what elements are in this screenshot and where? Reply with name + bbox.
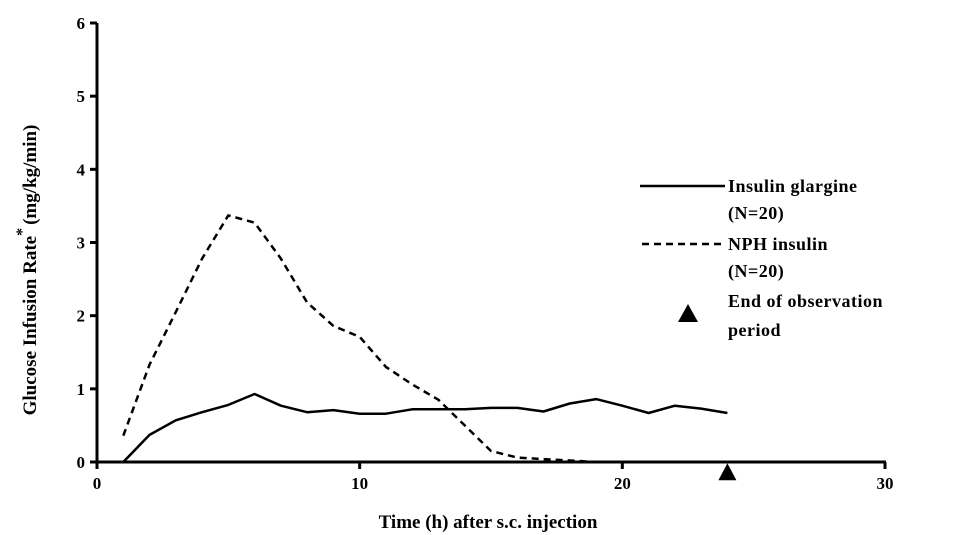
- marker-layer: [718, 463, 737, 481]
- x-tick-label: 30: [877, 474, 894, 493]
- y-axis-title: Glucose Infusion Rate*(mg/kg/min): [14, 125, 41, 416]
- series-line-insulin-glargine: [122, 392, 728, 463]
- x-axis-title: Time (h) after s.c. injection: [379, 512, 598, 533]
- y-tick-label: 0: [77, 453, 86, 472]
- legend: Insulin glargine (N=20) NPH insulin (N=2…: [640, 176, 883, 340]
- x-tick-label: 20: [614, 474, 631, 493]
- legend-label-nph-insulin: NPH insulin: [728, 234, 828, 254]
- series-line-nph-insulin: [122, 214, 623, 464]
- y-tick-label: 4: [77, 160, 86, 179]
- x-tick-label: 10: [351, 474, 368, 493]
- x-tick-label: 0: [93, 474, 102, 493]
- y-axis-ticks: 0 1 2 3 4 5 6: [77, 14, 97, 472]
- y-tick-label: 2: [77, 307, 86, 326]
- y-tick-label: 1: [77, 380, 86, 399]
- plot-area: 0 1 2 3 4 5 6 0 10 20 30: [77, 14, 894, 493]
- legend-label-insulin-glargine: Insulin glargine: [728, 176, 858, 196]
- legend-label-end-of-observation: End of observation: [728, 291, 883, 311]
- end-of-observation-marker: [718, 463, 737, 481]
- y-tick-label: 3: [77, 234, 86, 253]
- legend-label-insulin-glargine-n: (N=20): [728, 203, 784, 224]
- legend-triangle-icon: [678, 304, 698, 322]
- y-tick-label: 5: [77, 87, 86, 106]
- legend-label-end-of-observation-period: period: [728, 320, 781, 340]
- legend-label-nph-insulin-n: (N=20): [728, 261, 784, 282]
- y-tick-label: 6: [77, 14, 86, 33]
- series-layer: [122, 214, 728, 464]
- x-axis-ticks: 0 10 20 30: [93, 462, 894, 493]
